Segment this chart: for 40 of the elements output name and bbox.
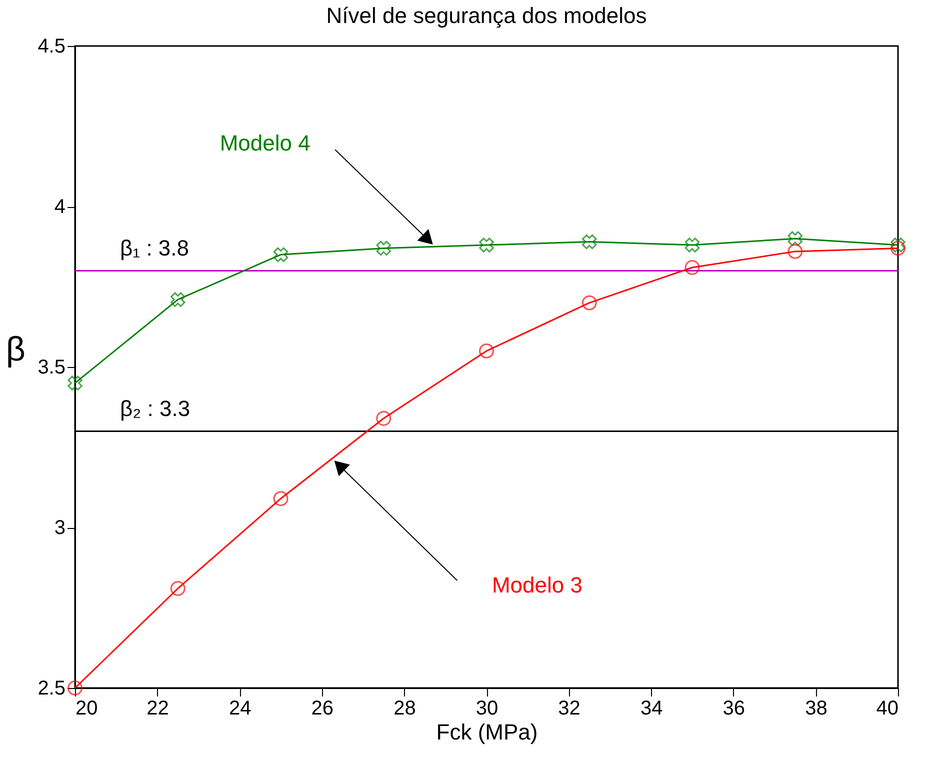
x-tick-label: 24: [228, 698, 252, 720]
text: Modelo 4: [220, 130, 310, 156]
point: [170, 292, 186, 307]
x-tick-label: 40: [876, 698, 898, 720]
ref-line-label: β₂ : 3.3: [120, 396, 190, 422]
x-tick-label: 28: [394, 698, 416, 720]
y-tick-label: 3.5: [38, 356, 66, 378]
text: Modelo 3: [492, 572, 582, 598]
point: [479, 344, 494, 358]
x-tick-label: 30: [476, 698, 498, 720]
point: [684, 238, 700, 252]
point: [684, 260, 700, 275]
x-tick-label: 36: [722, 698, 746, 720]
x-tick-label: 38: [805, 698, 828, 720]
point: [582, 295, 597, 310]
point: [890, 240, 906, 256]
y-tick-label: 3: [54, 517, 66, 539]
point: [890, 238, 906, 252]
x-tick-label: 26: [311, 698, 334, 720]
point: [788, 244, 803, 259]
y-tick-label: 4: [54, 196, 66, 218]
ref-line-label: β₁ : 3.8: [120, 236, 189, 261]
x-tick-label: 20: [76, 698, 98, 720]
point: [273, 491, 288, 506]
x-tick-label: 32: [558, 698, 580, 720]
x-tick-label: 34: [640, 698, 663, 720]
point: [68, 376, 82, 390]
x-axis-title: Fck (MPa): [436, 720, 538, 744]
point: [479, 238, 494, 252]
point: [376, 240, 392, 256]
point: [273, 247, 288, 262]
x-tick-label: 22: [146, 698, 169, 720]
chart-title: Nível de segurança dos modelos: [326, 3, 647, 28]
y-tick-label: 2.5: [38, 678, 66, 700]
y-tick-label: 4.5: [38, 36, 66, 58]
point: [170, 581, 186, 596]
point: [788, 231, 803, 246]
y-axis-title: β: [6, 330, 26, 368]
point: [376, 410, 392, 426]
point: [582, 234, 597, 250]
